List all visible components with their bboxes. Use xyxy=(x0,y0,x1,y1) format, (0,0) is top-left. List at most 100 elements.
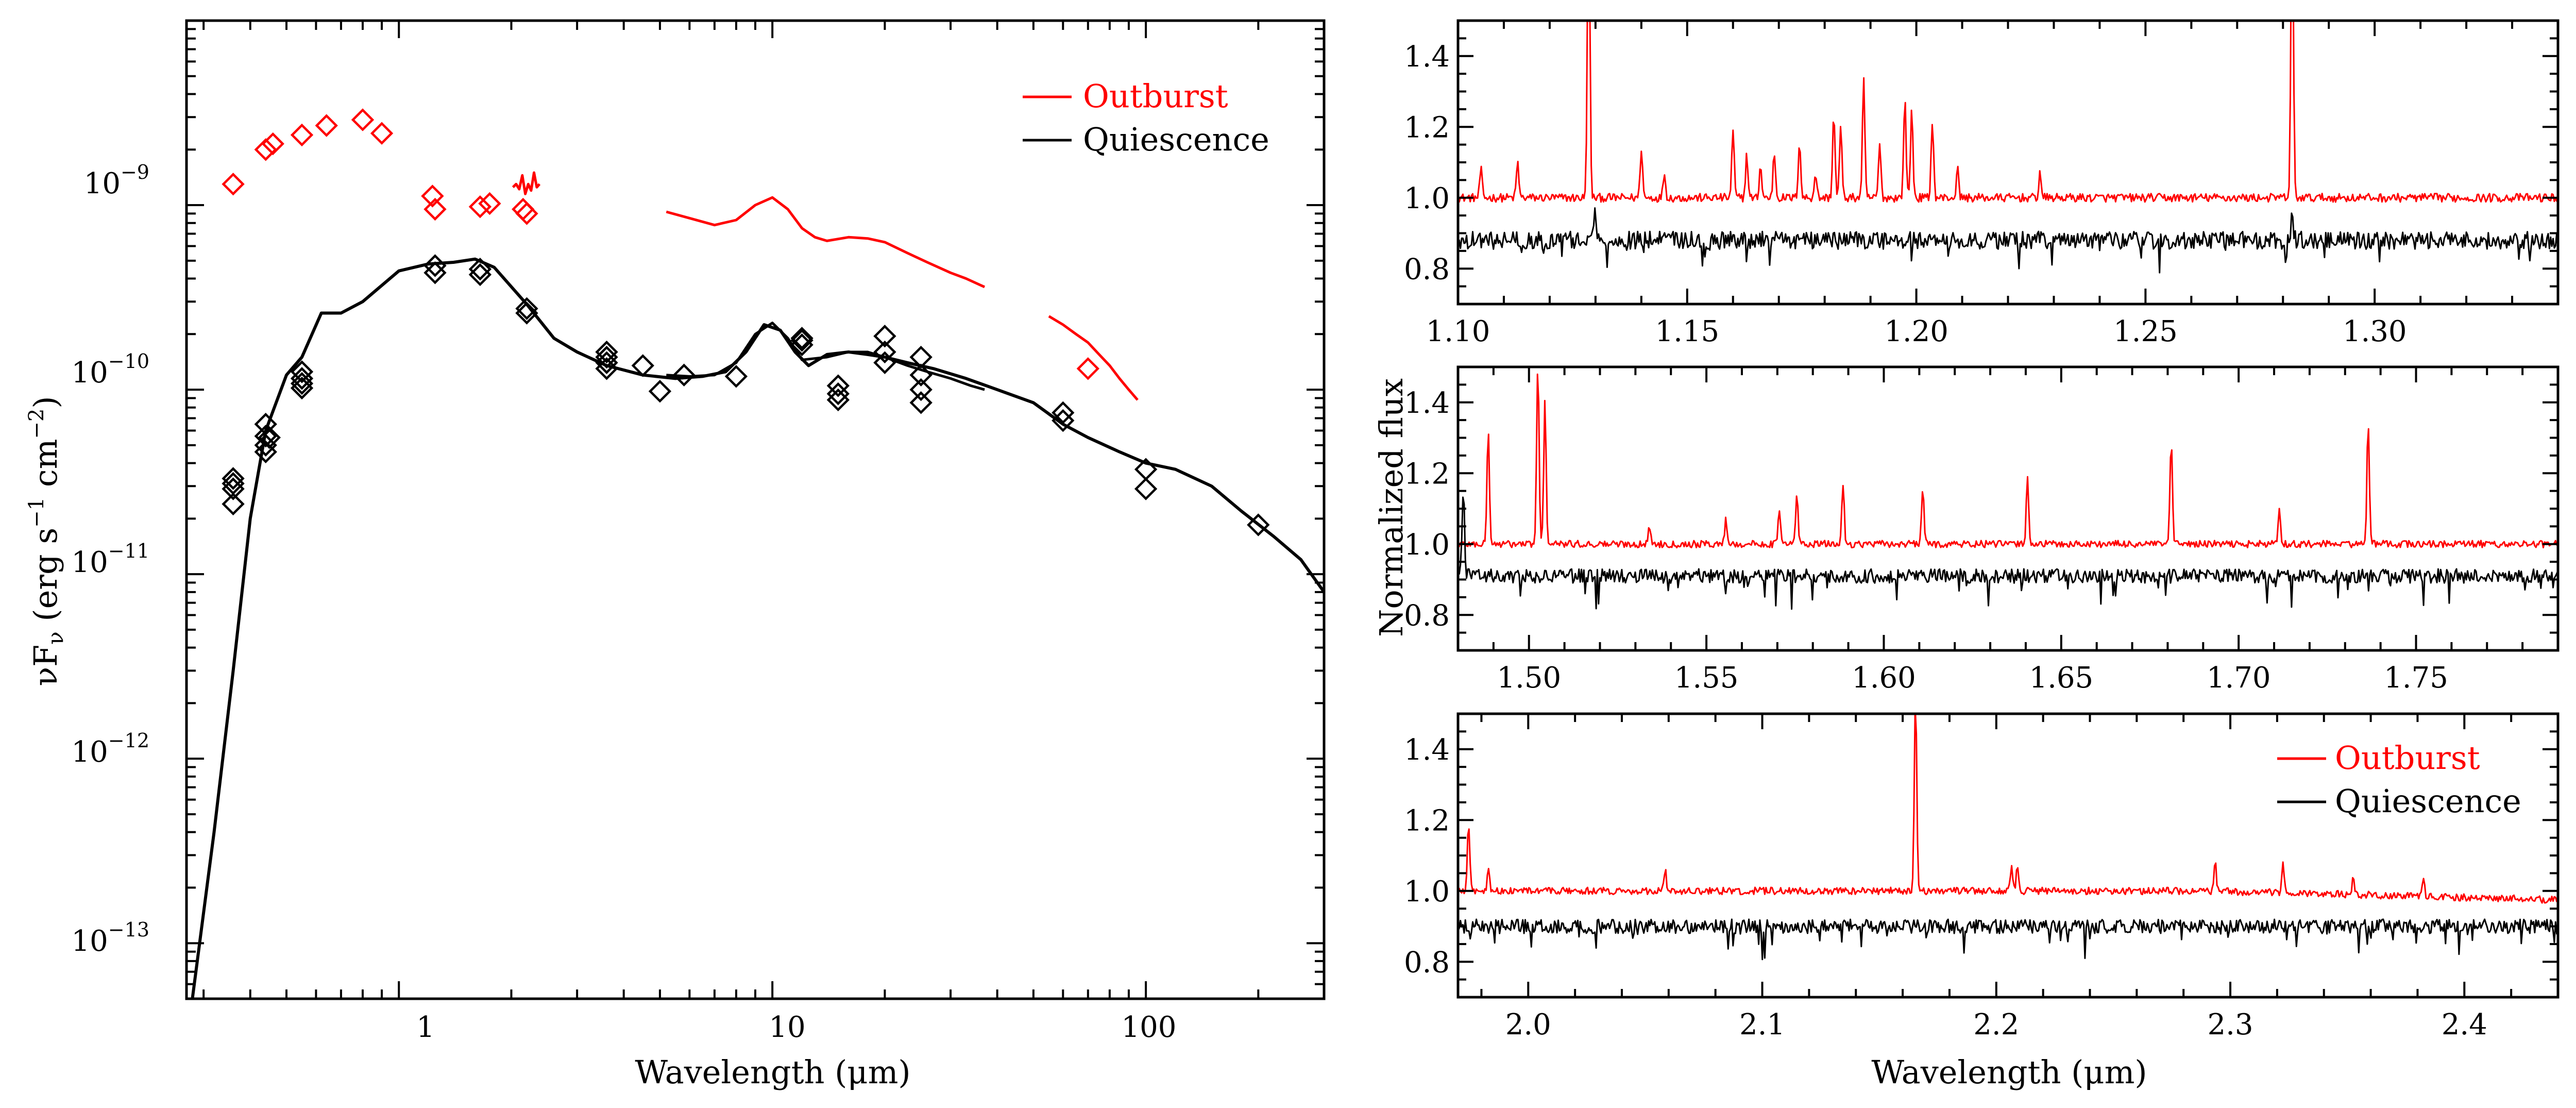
x-tick-label: 1 xyxy=(416,1011,435,1044)
quiescence-photometry-point xyxy=(423,254,447,277)
spectrum-2-ticks: 1.50 1.55 1.60 1.65 1.70 1.75 0.8 1.0 1.2 1.4 xyxy=(1404,366,2559,695)
outburst-photometry-point xyxy=(512,197,535,221)
spectrum-3-plot-area xyxy=(1458,714,2558,961)
x-tick-label: 1.65 xyxy=(2029,661,2093,695)
legend-label-quiescence: Quiescence xyxy=(2335,782,2521,820)
quiescence-photometry-point xyxy=(790,329,814,352)
spectrum-x-axis-label: Wavelength (μm) xyxy=(1871,1053,2147,1091)
outburst-spectrum xyxy=(1458,21,2558,203)
quiescence-model-curve xyxy=(191,257,1324,999)
x-tick-label: 1.75 xyxy=(2384,661,2448,695)
quiescence-photometry-point xyxy=(423,261,447,284)
quiescence-photometry-point xyxy=(290,376,314,400)
x-tick-label: 1.55 xyxy=(1674,661,1739,695)
quiescence-photometry-point xyxy=(909,378,933,401)
outburst-spectrum xyxy=(1048,315,1139,401)
outburst-photometry-point xyxy=(254,138,277,161)
y-tick-label: 10−10 xyxy=(72,350,149,390)
spectrum-panel-1: 1.10 1.15 1.20 1.25 1.30 0.8 1.0 1.2 1.4 xyxy=(1404,19,2560,348)
y-tick-label: 1.2 xyxy=(1404,457,1450,491)
y-tick-label: 1.2 xyxy=(1404,804,1450,837)
quiescence-photometry-point xyxy=(258,426,281,449)
quiescence-photometry-point xyxy=(515,297,538,320)
y-tick-label: 10−11 xyxy=(72,540,149,579)
quiescence-photometry-point xyxy=(826,388,850,412)
outburst-photometry-point xyxy=(1076,357,1100,380)
outburst-photometry-point xyxy=(222,173,245,196)
sed-panel: 10−13 10−12 10−11 10−10 10−9 1 10 100 Wa… xyxy=(25,19,1326,1091)
spectrum-2-frame xyxy=(1456,365,2560,652)
spectrum-2-plot-area xyxy=(1458,373,2558,610)
spectrum-panel-2: 1.50 1.55 1.60 1.65 1.70 1.75 0.8 1.0 1.2 1.4 xyxy=(1404,365,2560,695)
spectrum-y-axis-label: Normalized flux xyxy=(1372,378,1410,637)
y-tick-label: 0.8 xyxy=(1404,599,1450,632)
sed-x-tick-labels: 1 10 100 xyxy=(416,1011,1176,1044)
spectrum-legend: Outburst Quiescence xyxy=(2277,739,2521,820)
quiescence-photometry-point xyxy=(909,345,933,369)
outburst-spectrum xyxy=(1458,714,2558,904)
x-tick-label: 2.4 xyxy=(2442,1008,2487,1042)
x-tick-label: 2.1 xyxy=(1739,1008,1785,1042)
quiescence-photometry-point xyxy=(672,363,696,387)
quiescence-photometry-point xyxy=(222,492,245,516)
sed-frame xyxy=(185,19,1326,1000)
outburst-photometry-point xyxy=(423,197,447,221)
spectrum-series xyxy=(1458,21,2558,274)
spectrum-1-ticks: 1.10 1.15 1.20 1.25 1.30 0.8 1.0 1.2 1.4 xyxy=(1404,20,2559,348)
y-tick-label: 1.4 xyxy=(1404,733,1450,767)
y-tick-label: 1.4 xyxy=(1404,40,1450,74)
quiescence-photometry-point xyxy=(631,354,654,377)
quiescence-photometry-point xyxy=(468,258,492,281)
x-tick-label: 1.70 xyxy=(2207,661,2271,695)
quiescence-photometry-point xyxy=(873,325,896,348)
quiescence-photometry-point xyxy=(254,412,277,436)
quiescence-photometry-point xyxy=(1134,458,1158,481)
quiescence-photometry-point xyxy=(909,363,933,387)
x-tick-label: 2.2 xyxy=(1973,1008,2019,1042)
quiescence-photometry-point xyxy=(1134,477,1158,500)
spectrum-series xyxy=(1458,373,2558,610)
quiescence-spectrum xyxy=(1458,207,2558,274)
x-tick-label: 1.15 xyxy=(1655,315,1719,348)
outburst-photometry-point xyxy=(261,132,284,156)
x-tick-label: 1.60 xyxy=(1852,661,1916,695)
outburst-spectrum xyxy=(666,196,986,289)
y-tick-label: 10−12 xyxy=(72,729,149,769)
sed-plot-area xyxy=(191,108,1324,999)
y-tick-label: 10−13 xyxy=(72,918,149,958)
outburst-photometry-point xyxy=(515,202,538,225)
x-tick-label: 1.30 xyxy=(2343,315,2407,348)
quiescence-photometry-point xyxy=(873,351,896,374)
x-tick-label: 10 xyxy=(769,1011,805,1044)
sed-axis-ticks xyxy=(187,20,1325,1000)
y-tick-label: 1.0 xyxy=(1404,875,1450,909)
quiescence-photometry-point xyxy=(222,467,245,490)
y-tick-label: 0.8 xyxy=(1404,946,1450,979)
quiescence-photometry-point xyxy=(1247,513,1270,536)
legend-label-outburst: Outburst xyxy=(1083,77,1228,115)
spectrum-1-frame xyxy=(1456,19,2560,306)
x-tick-label: 2.0 xyxy=(1505,1008,1551,1042)
quiescence-spectrum xyxy=(1458,496,2558,610)
spectrum-1-plot-area xyxy=(1458,21,2558,274)
outburst-photometry-point xyxy=(315,114,338,137)
y-tick-label: 1.4 xyxy=(1404,387,1450,420)
sed-x-axis-label: Wavelength (μm) xyxy=(635,1053,910,1091)
outburst-spectrum xyxy=(1458,373,2558,549)
x-tick-label: 2.3 xyxy=(2208,1008,2253,1042)
outburst-photometry-point xyxy=(351,108,375,131)
quiescence-photometry-point xyxy=(595,340,618,364)
quiescence-photometry-point xyxy=(873,340,896,364)
x-tick-label: 1.20 xyxy=(1884,315,1948,348)
y-tick-label: 10−9 xyxy=(84,161,149,200)
quiescence-photometry-point xyxy=(254,433,277,457)
quiescence-spectrum xyxy=(1458,918,2558,961)
quiescence-photometry-point xyxy=(290,360,314,383)
quiescence-photometry-point xyxy=(515,301,538,325)
quiescence-photometry-point xyxy=(1052,401,1075,425)
spectrum-series xyxy=(1458,714,2558,961)
legend-label-outburst: Outburst xyxy=(2335,739,2480,777)
outburst-photometry-point xyxy=(421,184,444,208)
outburst-photometry-point xyxy=(478,192,501,215)
